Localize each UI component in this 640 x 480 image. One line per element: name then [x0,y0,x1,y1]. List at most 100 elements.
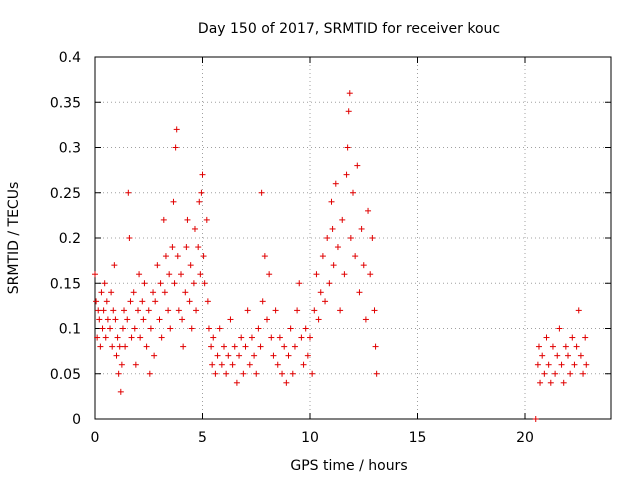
data-point [283,379,290,386]
data-point [112,316,119,323]
data-point [186,298,193,305]
data-point [118,361,125,368]
data-point [541,370,548,377]
data-point [317,289,324,296]
data-point [96,316,103,323]
data-point [285,352,292,359]
data-point [223,370,230,377]
data-point [565,352,571,359]
data-point [534,361,541,368]
data-point [184,216,191,223]
data-point [99,325,106,332]
data-point [264,316,270,323]
data-point [362,316,369,323]
data-point [231,343,238,350]
data-point [100,307,107,314]
data-point [147,325,154,332]
y-tick-label: 0.35 [50,95,81,111]
data-point [309,370,316,377]
data-point [216,325,223,332]
data-point [238,334,245,341]
data-point [261,253,268,260]
data-point [296,280,303,287]
data-point [225,352,232,359]
data-point [281,343,288,350]
data-point [188,325,195,332]
data-point [274,361,281,368]
data-point [158,334,165,341]
data-point [212,370,219,377]
data-point [307,334,313,341]
x-tick-label: 15 [409,430,427,446]
data-point [372,343,379,350]
data-point [258,189,265,196]
data-point [170,198,177,205]
data-point [575,307,582,314]
data-point [328,198,335,205]
data-point [132,361,139,368]
data-point [358,225,365,232]
data-point [326,280,333,287]
y-tick-label: 0.25 [50,186,81,202]
data-point [276,334,283,341]
data-point [143,343,150,350]
data-point [92,271,98,278]
data-point [569,334,576,341]
data-point [253,370,260,377]
data-point [571,361,578,368]
data-point [279,370,286,377]
data-point [97,343,104,350]
data-point [135,307,141,314]
data-point [583,361,590,368]
data-point [203,216,210,223]
data-point [173,126,180,133]
data-point [169,244,176,251]
data-point [94,334,101,341]
y-tick-label: 0.2 [59,231,81,247]
data-point [171,280,178,287]
x-axis-ticks: 0 5 10 15 20 [91,57,534,446]
data-point [227,316,234,323]
data-point [582,334,589,341]
data-point [229,361,236,368]
chart-title: Day 150 of 2017, SRMTID for receiver kou… [198,21,500,37]
y-tick-label: 0.1 [59,322,81,338]
data-point [199,171,206,178]
data-point [218,361,225,368]
data-point [98,289,105,296]
data-point [554,352,561,359]
data-point [240,370,247,377]
data-point [329,225,336,232]
data-point [178,271,184,278]
y-tick-label: 0.4 [59,50,81,66]
data-point [356,289,363,296]
data-point [577,352,584,359]
data-point [562,343,569,350]
data-point [200,253,207,260]
data-point [95,307,102,314]
data-point [580,370,587,377]
data-point [154,262,161,269]
data-point [244,307,251,314]
data-point [255,325,262,332]
data-point [193,307,200,314]
data-point [110,307,117,314]
data-point [140,316,147,323]
data-point [248,334,255,341]
data-point [549,343,556,350]
data-point [539,352,546,359]
data-point [157,280,164,287]
y-axis-ticks: 0 0.05 0.1 0.15 0.2 0.25 0.3 0.35 0.4 [50,50,611,428]
data-point [125,189,132,196]
data-point [208,343,215,350]
data-point [341,271,348,278]
x-tick-label: 5 [198,430,207,446]
data-point [131,325,138,332]
data-point [221,343,227,350]
data-point [259,298,266,305]
data-point [180,343,187,350]
data-point [352,253,359,260]
data-point [558,361,565,368]
data-point [175,307,182,314]
